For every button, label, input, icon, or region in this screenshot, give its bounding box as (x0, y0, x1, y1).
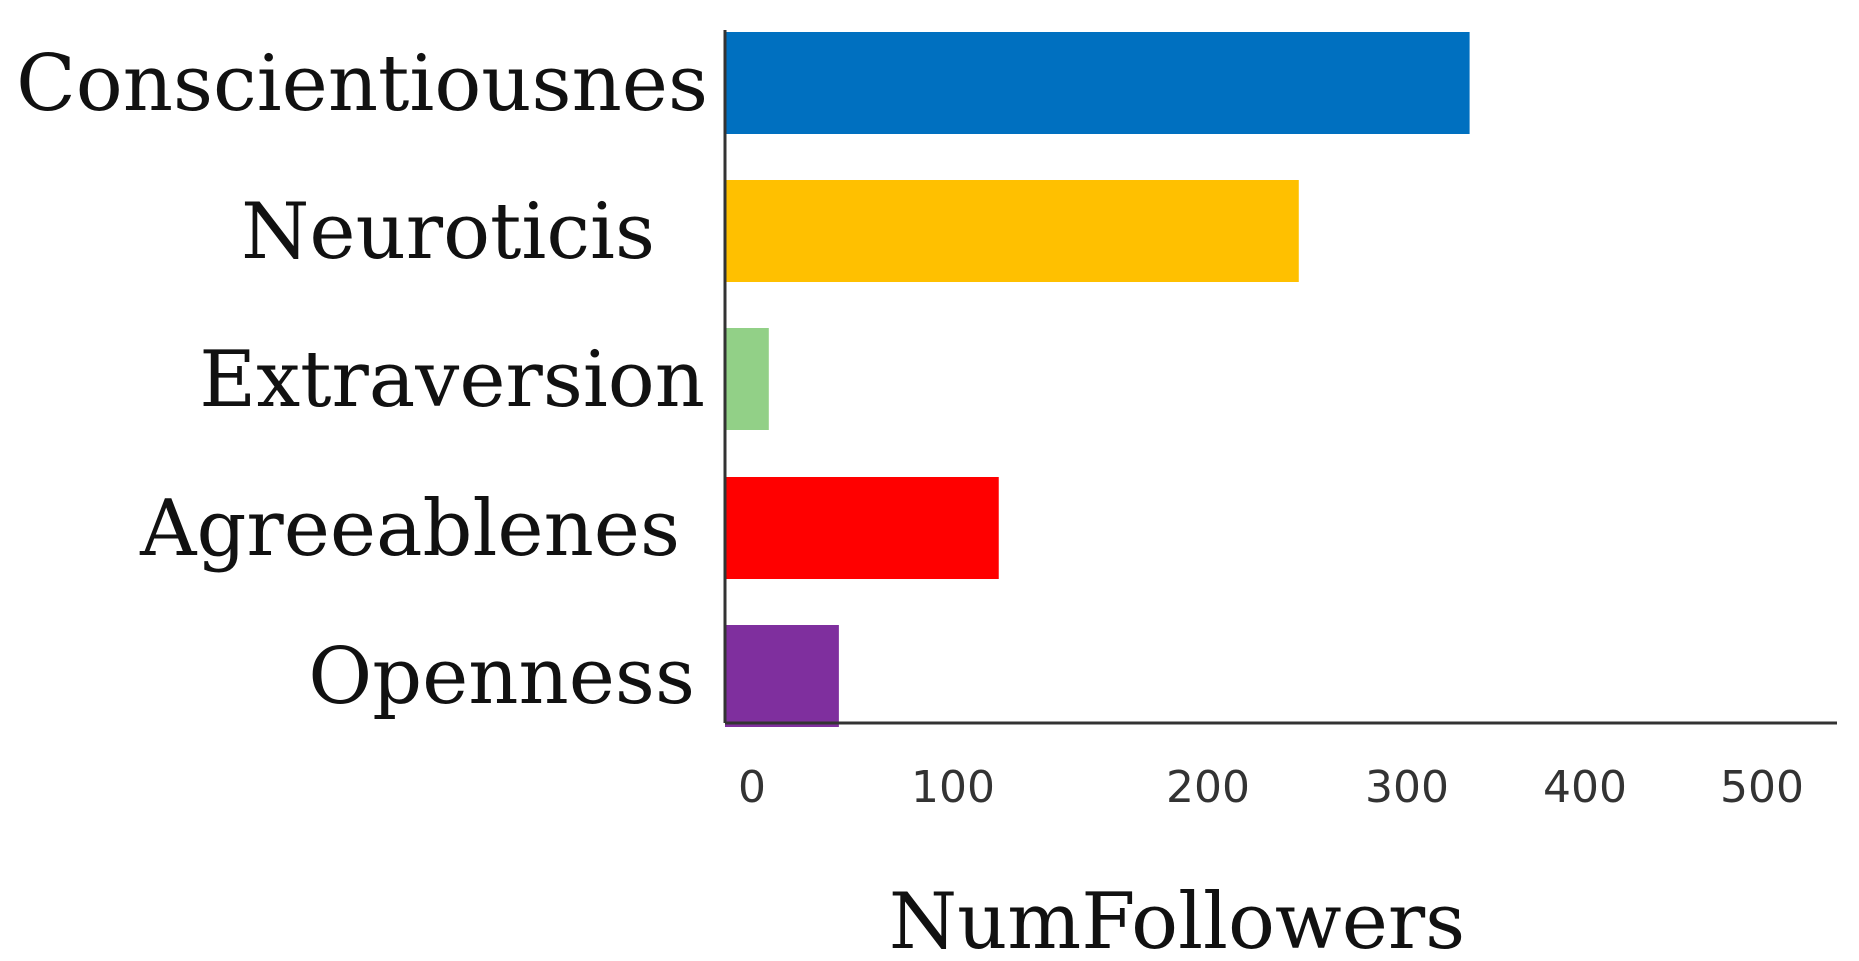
x-tick-label-200: 200 (1166, 762, 1250, 813)
bar-extraversion (725, 328, 769, 430)
x-tick-label-500: 500 (1720, 762, 1804, 813)
category-label-neuroticis: Neuroticis (241, 187, 655, 277)
category-label-extraversion: Extraversion (199, 335, 705, 425)
bar-neuroticis (725, 180, 1299, 282)
bar-conscientiousnes (725, 32, 1470, 134)
category-label-agreeablenes: Agreeablenes (139, 484, 680, 574)
bar-agreeablenes (725, 477, 999, 579)
x-tick-labels: 0 100 200 300 400 500 (738, 762, 1804, 813)
x-tick-label-0: 0 (738, 762, 766, 813)
x-tick-label-400: 400 (1543, 762, 1627, 813)
x-axis-title: NumFollowers (889, 877, 1465, 961)
bars-group (725, 32, 1470, 727)
category-label-openness: Openness (308, 632, 695, 722)
x-tick-label-100: 100 (911, 762, 995, 813)
category-labels: Conscientiousnes Neuroticis Extraversion Ag… (16, 39, 708, 722)
category-label-conscientiousnes: Conscientiousnes (16, 39, 708, 129)
bar-openness (725, 625, 839, 727)
x-tick-label-300: 300 (1365, 762, 1449, 813)
